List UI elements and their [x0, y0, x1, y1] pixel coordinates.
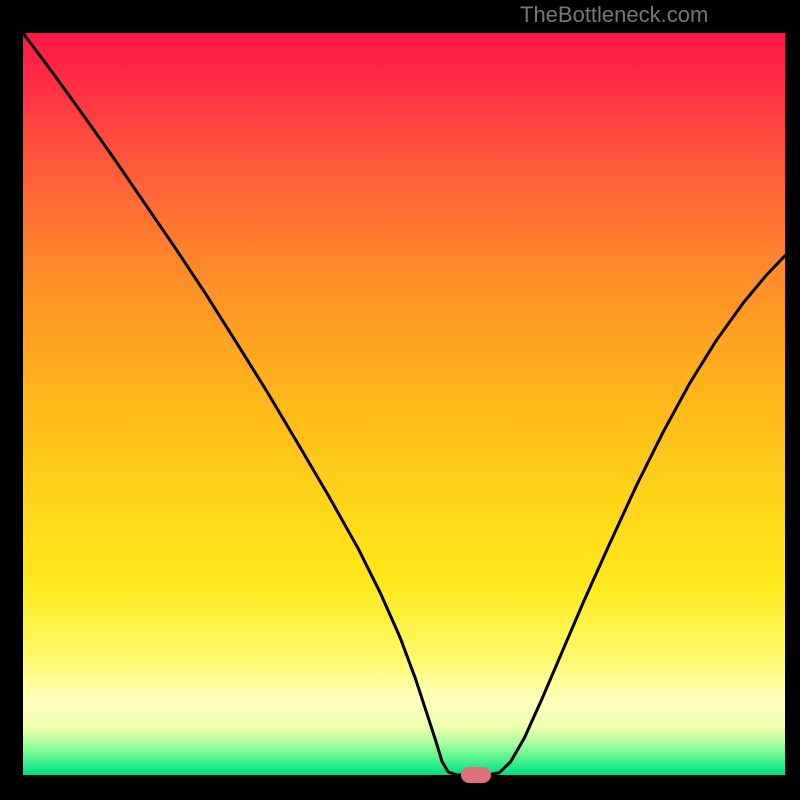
chart-svg — [0, 0, 800, 800]
real-range-marker — [461, 767, 491, 783]
plot-background — [23, 33, 785, 775]
